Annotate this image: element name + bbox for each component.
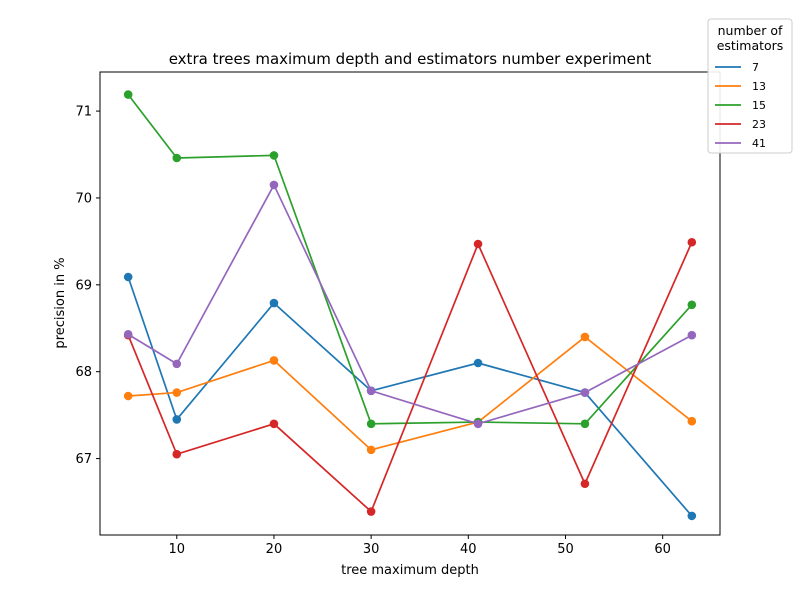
legend-label: 13 [752,80,766,93]
data-point [580,419,590,429]
legend-label: 41 [752,137,766,150]
data-point [123,391,133,401]
y-tick-label: 67 [75,452,92,467]
x-axis: 10 20 30 40 50 60 [168,535,671,557]
series-line [127,276,693,517]
legend-title: number of [718,23,783,38]
legend-frame [707,18,793,154]
series-line [127,184,693,425]
data-point [123,90,133,99]
legend-item: 41 [715,137,766,150]
x-tick-label: 60 [654,542,671,557]
data-point [123,330,133,339]
data-point [366,419,376,429]
legend-item: 23 [715,118,766,131]
y-axis: 67 68 69 70 71 [75,105,100,467]
data-point [269,356,279,365]
legend-title: estimators [717,38,784,53]
x-tick-label: 40 [460,542,477,557]
legend-label: 23 [752,118,766,131]
data-point [366,445,376,455]
legend-label: 7 [752,61,759,74]
data-point [687,237,697,247]
data-point [123,272,133,282]
legend-item: 15 [715,99,766,112]
x-axis-label: tree maximum depth [341,563,479,578]
data-point [172,359,182,369]
data-point [269,419,279,429]
x-tick-label: 20 [266,542,283,557]
chart-title: extra trees maximum depth and estimators… [169,50,652,68]
x-tick-label: 10 [168,542,185,557]
data-point [269,151,279,160]
data-point [687,511,697,521]
y-tick-label: 70 [75,191,92,206]
y-tick-label: 68 [75,365,92,380]
series-layer [123,90,697,521]
data-point [687,416,697,426]
data-point [269,298,279,308]
data-point [687,330,697,340]
series-15 [123,90,697,429]
data-point [473,419,483,429]
y-tick-label: 69 [75,278,92,293]
data-point [366,386,376,396]
x-tick-label: 50 [557,542,574,557]
legend-label: 15 [752,99,766,112]
data-point [172,449,182,459]
data-point [172,415,182,424]
series-line [127,94,693,425]
series-13 [123,332,697,455]
series-23 [123,237,697,516]
data-point [580,332,590,342]
data-point [580,479,590,489]
data-point [366,507,376,516]
x-tick-label: 30 [363,542,380,557]
legend-item: 7 [715,61,759,74]
data-point [269,180,279,190]
legend-item: 13 [715,80,766,93]
data-point [172,388,182,397]
y-axis-label: precision in % [53,257,68,348]
y-tick-label: 71 [75,105,92,120]
data-point [473,239,483,249]
series-41 [123,180,697,429]
data-point [580,388,590,397]
data-point [687,300,697,310]
plot-area [99,71,721,536]
data-point [473,358,483,368]
data-point [172,153,182,163]
